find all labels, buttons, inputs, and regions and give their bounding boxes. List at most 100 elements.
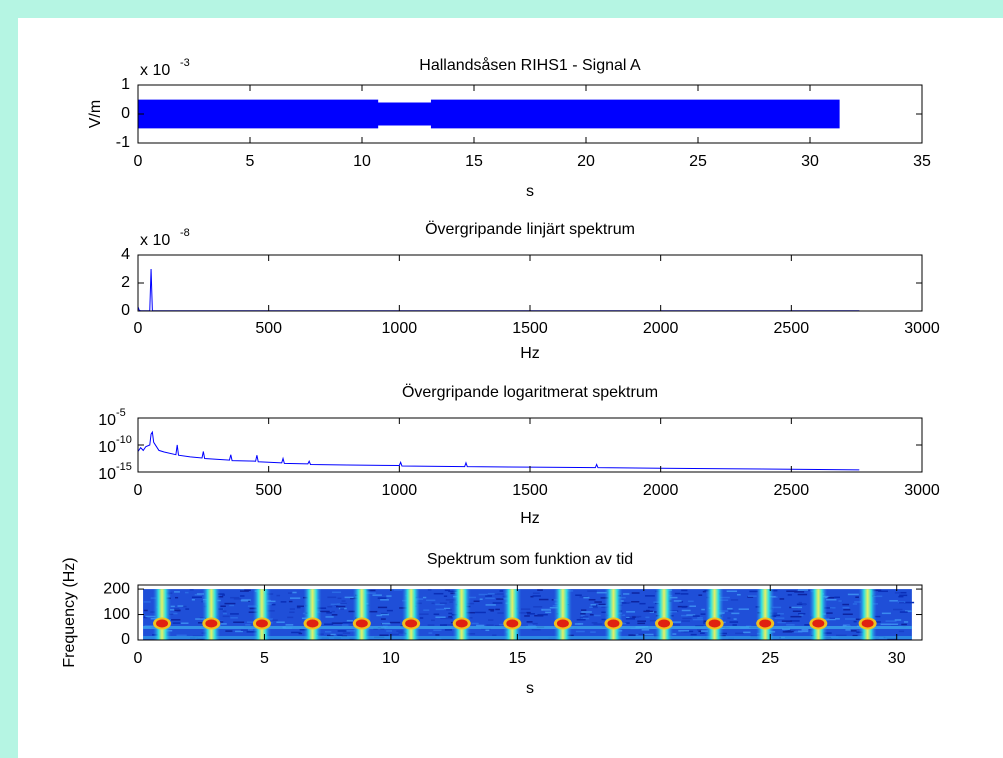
spectrogram-texture	[890, 623, 899, 626]
spectrogram-texture	[594, 614, 601, 617]
spectrogram-texture	[181, 622, 189, 624]
spectrogram-texture	[727, 607, 733, 610]
spectrogram-texture	[428, 632, 433, 634]
spectrogram-texture	[898, 630, 905, 633]
spectrogram-texture	[838, 600, 842, 602]
spectrogram-texture	[471, 622, 479, 625]
spectrogram-texture	[698, 594, 703, 596]
spectrogram-texture	[669, 596, 678, 599]
spectrogram-texture	[240, 600, 249, 602]
spectrogram-texture	[593, 623, 603, 625]
spectrogram-texture	[389, 621, 401, 624]
spectrogram-texture	[494, 593, 504, 595]
spectrogram-texture	[537, 613, 548, 616]
spectrogram-texture	[827, 596, 835, 599]
spectrogram-texture	[626, 611, 636, 613]
subplot-title: Hallandsåsen RIHS1 - Signal A	[419, 56, 641, 74]
spectrogram-texture	[485, 595, 493, 597]
spectrogram-texture	[903, 601, 915, 604]
pulse-peak	[306, 619, 319, 628]
spectrogram-texture	[692, 618, 704, 621]
spectrogram-texture	[580, 614, 585, 617]
spectrogram-texture	[520, 608, 531, 610]
pulse-band	[202, 589, 221, 640]
spectrogram-texture	[772, 606, 782, 609]
spectrogram-texture	[221, 594, 225, 596]
spectrogram-texture	[435, 616, 446, 618]
spectrogram-texture	[174, 596, 179, 599]
spectrogram-texture	[829, 607, 836, 609]
x-tick-label: 15	[508, 650, 526, 667]
spectrogram-texture	[801, 629, 812, 631]
spectrogram-texture	[496, 598, 504, 600]
spectrogram-texture	[881, 612, 891, 615]
spectrogram-texture	[177, 605, 184, 607]
axis-multiplier: x 10	[140, 62, 170, 79]
spectrogram-texture	[288, 600, 293, 603]
pulse-band	[303, 589, 322, 640]
x-axis-label: s	[526, 183, 534, 200]
subplot-title: Spektrum som funktion av tid	[427, 551, 633, 568]
spectrogram-texture	[643, 610, 653, 613]
x-axis-label: s	[526, 680, 534, 697]
spectrogram-texture	[532, 592, 540, 594]
pulse-peak	[607, 619, 620, 628]
spectrogram-texture	[639, 602, 646, 605]
spectrogram-texture	[266, 600, 276, 603]
spectrogram-texture	[485, 604, 496, 606]
pulse-band	[153, 589, 172, 640]
spectrogram-texture	[596, 591, 607, 594]
spectrogram-texture	[587, 590, 597, 592]
spectrogram-texture	[271, 603, 276, 606]
spectrogram-texture	[143, 609, 148, 612]
spectrogram-texture	[852, 634, 858, 637]
spectrogram-texture	[601, 618, 606, 621]
spectrogram-texture	[325, 616, 334, 618]
spectrogram-texture	[435, 603, 445, 606]
spectrogram-texture	[589, 613, 594, 616]
spectrogram-texture	[735, 632, 744, 635]
spectrogram-texture	[341, 600, 346, 602]
spectrogram-texture	[290, 597, 301, 599]
spectrogram-texture	[289, 608, 295, 610]
x-tick-label: 0	[134, 320, 143, 337]
spectrogram-texture	[672, 624, 681, 626]
spectrogram-texture	[829, 617, 836, 620]
pulse-band	[402, 589, 421, 640]
spectrogram-texture	[235, 630, 243, 633]
x-tick-label: 3000	[904, 320, 940, 337]
spectrogram-texture	[222, 612, 227, 615]
spectrogram-texture	[844, 618, 856, 620]
spectrogram-texture	[492, 602, 503, 604]
spectrogram-texture	[632, 616, 636, 618]
spectrogram-texture	[853, 620, 857, 623]
spectrogram-texture	[527, 613, 535, 615]
spectrogram-texture	[588, 598, 596, 601]
axis-multiplier: x 10	[140, 232, 170, 249]
x-tick-label: 0	[134, 650, 143, 667]
x-tick-label: 5	[260, 650, 269, 667]
spectrogram-texture	[797, 589, 809, 591]
spectrogram-texture	[786, 624, 795, 626]
spectrogram-texture	[843, 608, 851, 611]
plot-area	[137, 430, 860, 471]
spectrogram-texture	[344, 596, 354, 599]
y-tick-exponent: -15	[116, 461, 132, 473]
spectrogram-texture	[143, 616, 148, 619]
pulse-band	[604, 589, 623, 640]
spectrogram-texture	[628, 634, 636, 636]
pulse-band	[756, 589, 775, 640]
spectrogram-texture	[376, 614, 383, 617]
pulse-band	[705, 589, 724, 640]
spectrogram-texture	[426, 599, 436, 602]
spectrogram-texture	[487, 592, 497, 595]
pulse-band	[252, 589, 271, 640]
spectrogram-texture	[649, 619, 658, 622]
pulse-peak	[506, 619, 519, 628]
spectrogram-texture	[331, 614, 338, 616]
spectrogram-texture	[337, 597, 342, 600]
spectrogram-texture	[846, 625, 851, 627]
spectrogram-texture	[340, 608, 345, 610]
spectrogram-texture	[701, 608, 705, 611]
spectrum-line	[137, 430, 860, 471]
